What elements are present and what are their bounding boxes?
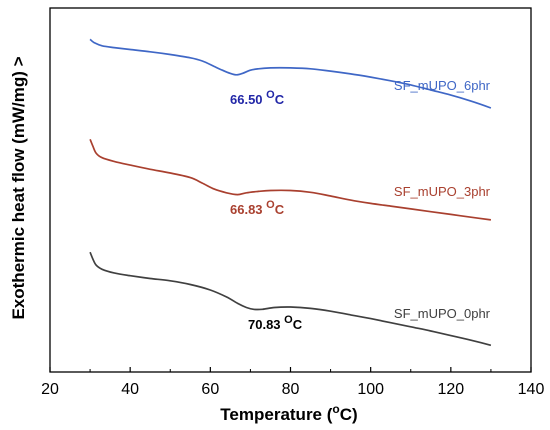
x-tick-label: 80 xyxy=(282,381,300,398)
series-label-sf-mupo-3phr: SF_mUPO_3phr xyxy=(394,184,491,199)
x-axis-ticks: 20 40 60 80 100 120 140 xyxy=(41,367,544,398)
series-layer xyxy=(89,38,492,347)
series-line-sf-mupo-3phr xyxy=(89,138,492,221)
x-tick-label: 120 xyxy=(437,381,464,398)
peak-label-sf-mupo-0phr: 70.83 OC xyxy=(248,314,303,332)
x-tick-label: 100 xyxy=(357,381,384,398)
peak-label-sf-mupo-3phr: 66.83 OC xyxy=(230,199,285,217)
peak-label-sf-mupo-6phr: 66.50 OC xyxy=(230,89,285,107)
series-label-sf-mupo-6phr: SF_mUPO_6phr xyxy=(394,78,491,93)
label-layer: SF_mUPO_6phr 66.50 OC SF_mUPO_3phr 66.83 OC… xyxy=(230,78,491,332)
x-tick-label: 140 xyxy=(518,381,545,398)
x-tick-label: 40 xyxy=(121,381,139,398)
x-axis-title: Temperature (oC) xyxy=(220,402,357,424)
x-tick-label: 60 xyxy=(201,381,219,398)
x-tick-label: 20 xyxy=(41,381,59,398)
series-line-sf-mupo-0phr xyxy=(89,251,492,347)
series-label-sf-mupo-0phr: SF_mUPO_0phr xyxy=(394,306,491,321)
y-axis-title: Exothermic heat flow (mW/mg) > xyxy=(9,56,28,319)
series-line-sf-mupo-6phr xyxy=(89,38,492,109)
